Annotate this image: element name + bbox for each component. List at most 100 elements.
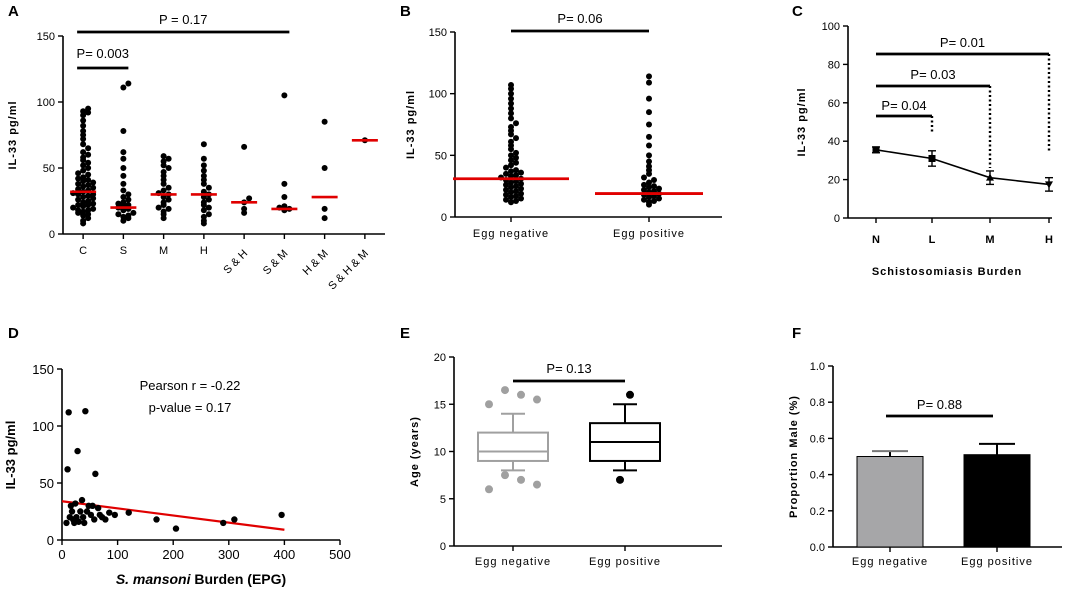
panel-c-y-tick-label-4: 80 [828, 59, 840, 71]
panel-d-x-axis-title-species: S. mansoni [116, 571, 192, 587]
panel-d-x-tick-label-5: 500 [329, 547, 351, 562]
panel-a-point-3-5 [205, 204, 212, 211]
panel-b-point-1-13 [646, 184, 652, 191]
panel-b-point-0-12 [508, 184, 514, 191]
panel-e-outlier-0-0 [485, 485, 493, 494]
panel-b-point-1-14 [651, 183, 657, 190]
panel-c-y-tick-label-5: 100 [822, 21, 840, 33]
panel-f-x-tick-label-1: Egg positive [961, 556, 1033, 568]
panel-a-point-0-28 [80, 183, 87, 190]
panel-b-point-1-5 [646, 194, 652, 201]
panel-a-point-1-12 [120, 199, 127, 206]
panel-a-point-0-37 [75, 170, 82, 177]
panel-b-point-1-15 [641, 181, 647, 188]
panel-a-point-2-2 [160, 208, 167, 215]
panel-a-point-6-3 [321, 118, 328, 125]
panel-a-point-0-34 [75, 175, 82, 182]
panel-a-point-5-4 [281, 194, 288, 201]
panel-a-point-2-16 [160, 168, 167, 175]
panel-d-x-axis-title: S. mansoni Burden (EPG) [116, 571, 286, 587]
panel-c-y-tick-label-0: 0 [834, 213, 840, 225]
panel-e-x-tick-label-0: Egg negative [475, 556, 551, 568]
panel-a-point-0-40 [80, 162, 87, 169]
panel-a-point-2-6 [160, 199, 167, 206]
panel-d-point-27 [106, 509, 113, 516]
panel-a-point-2-21 [160, 153, 167, 160]
panel-b-point-0-15 [518, 180, 524, 187]
panel-b-point-0-1 [513, 197, 519, 204]
panel-d-annotation-r: Pearson r = -0.22 [140, 378, 241, 393]
panel-a-point-0-7 [85, 207, 92, 214]
panel-b-x-tick-label-0: Egg negative [473, 228, 549, 240]
panel-a-point-6-1 [321, 205, 328, 212]
panel-b-point-0-44 [508, 105, 514, 112]
panel-b-point-0-28 [508, 162, 514, 169]
panel-a-point-2-3 [165, 205, 172, 212]
panel-a-point-1-19 [120, 165, 127, 171]
panel-a-point-0-52 [80, 117, 87, 124]
panel-a-point-4-3 [246, 195, 253, 202]
panel-e-outlier-0-1 [533, 480, 541, 489]
panel-a-x-tick-label-3: H [200, 245, 208, 257]
panel-a-point-1-4 [115, 211, 122, 218]
panel-a-point-3-3 [205, 211, 212, 218]
panel-c-y-tick-label-3: 60 [828, 98, 840, 110]
panel-a-chart: 0 50 100 150 IL-33 pg/ml C S M H S & H S & M H & MS… [7, 12, 385, 292]
panel-a-point-1-15 [125, 191, 132, 198]
panel-a-point-6-0 [321, 215, 328, 222]
panel-a-point-1-16 [120, 187, 127, 194]
panel-a-point-0-56 [85, 105, 92, 112]
panel-f-y-tick-label-3: 0.6 [810, 433, 825, 445]
panel-a-x-tick-label-7: S & H & M [326, 248, 371, 293]
panel-d-point-21 [91, 516, 98, 523]
panel-a-point-1-18 [120, 172, 127, 179]
panel-b-point-1-27 [646, 109, 652, 116]
panel-d-point-15 [81, 519, 88, 527]
panel-b-point-0-36 [508, 138, 514, 145]
panel-b-point-1-26 [646, 121, 652, 128]
panel-a-point-0-20 [85, 192, 92, 199]
panel-e-outlier-0-6 [517, 390, 525, 399]
panel-c-marker-1 [928, 154, 936, 162]
panel-b-point-0-9 [513, 188, 519, 195]
panel-d-point-28 [111, 511, 119, 519]
panel-c-y-tick-label-2: 40 [828, 136, 840, 148]
panel-a-point-0-16 [85, 198, 92, 204]
panel-d-point-5 [68, 508, 76, 515]
panel-b-point-0-11 [518, 185, 524, 192]
panel-a-point-0-19 [80, 194, 87, 201]
panel-d-point-13 [78, 496, 86, 504]
panel-e-box-0 [477, 431, 549, 462]
panel-a-point-0-44 [85, 151, 92, 158]
panel-b-point-0-14 [503, 181, 509, 188]
panel-b-point-0-4 [508, 194, 514, 201]
panel-f-y-axis-title: Proportion Male (%) [788, 395, 800, 518]
panel-d-point-31 [172, 525, 180, 532]
panel-d-y-tick-label-1: 50 [40, 476, 54, 491]
panel-d-point-16 [82, 407, 89, 415]
panel-b-point-0-8 [508, 189, 514, 196]
panel-d-point-32 [220, 519, 227, 527]
panel-b-point-0-29 [513, 159, 519, 166]
panel-e-x-tick-label-1: Egg positive [589, 556, 661, 568]
panel-a-point-3-2 [200, 213, 207, 220]
panel-letter-a: A [8, 3, 19, 20]
panel-b-point-1-23 [646, 152, 652, 159]
panel-a-point-0-29 [85, 182, 92, 189]
panel-a-point-2-20 [165, 155, 172, 162]
panel-b-comparison-0-label: P= 0.06 [557, 11, 602, 26]
panel-b-point-0-43 [508, 110, 514, 117]
panel-a-y-tick-label-2: 100 [37, 97, 55, 109]
panel-b-point-0-25 [508, 168, 514, 175]
panel-d-point-1 [64, 466, 71, 473]
panel-a-point-0-1 [80, 217, 87, 224]
panel-a-point-0-39 [85, 165, 92, 171]
panel-a-point-1-24 [125, 80, 132, 87]
panel-b-x-tick-label-1: Egg positive [613, 228, 685, 240]
panel-a-point-1-20 [120, 155, 127, 162]
panel-d-point-33 [231, 516, 238, 523]
panel-b-chart: 0 50 100 150 IL-33 pg/ml Egg negative Egg posi… [405, 11, 722, 240]
panel-c-comparison-0-label: P= 0.04 [881, 98, 926, 113]
panel-d-point-11 [75, 518, 82, 525]
